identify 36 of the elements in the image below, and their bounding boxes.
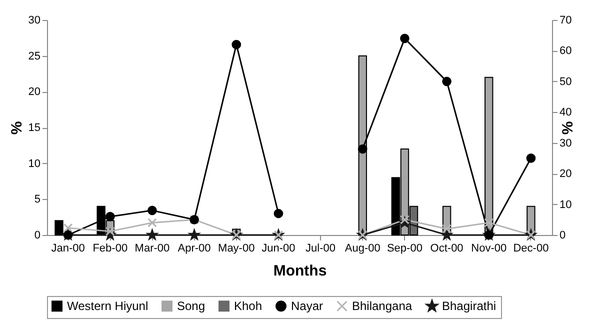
x-tick-label: Feb-00 — [92, 242, 128, 254]
y-tick-label: 10 — [28, 158, 40, 170]
y-axis-title: % — [8, 121, 26, 135]
legend-label: Bhagirathi — [442, 299, 496, 314]
y2-tick-label: 60 — [560, 45, 572, 58]
legend-label: Khoh — [234, 299, 262, 314]
y2-tick-label: 50 — [560, 76, 572, 88]
y-tick-label: 20 — [28, 86, 40, 98]
y-tick-label: 30 — [28, 14, 40, 26]
legend-label: Song — [177, 299, 206, 314]
y-tick-label: 0 — [34, 230, 40, 242]
y2-tick-label: 40 — [560, 106, 572, 119]
y2-axis-title: % — [560, 121, 577, 135]
y2-tick-label: 10 — [560, 198, 572, 211]
y2-tick-label: 20 — [560, 168, 572, 180]
x-tick-label: Dec-00 — [513, 242, 549, 254]
x-tick-label: Nov-00 — [471, 242, 507, 254]
x-tick-label: Sep-00 — [386, 242, 422, 254]
x-tick-label: Jun-00 — [262, 242, 296, 254]
y2-tick-label: 0 — [560, 230, 566, 242]
y2-tick-label: 70 — [560, 14, 572, 26]
y2-tick-label: 30 — [560, 137, 572, 150]
x-axis-title: Months — [273, 262, 327, 280]
x-tick-label: Jul-00 — [306, 242, 336, 254]
x-tick-label: Aug-00 — [344, 242, 380, 254]
x-tick-label: Mar-00 — [134, 242, 170, 254]
legend-label: Bhilangana — [352, 299, 412, 314]
y-tick-label: 15 — [28, 122, 40, 134]
y-tick-label: 5 — [34, 194, 40, 206]
x-tick-label: Jan-00 — [51, 242, 85, 254]
legend-label: Nayar — [291, 299, 324, 314]
y-tick-label: 25 — [28, 50, 40, 62]
x-tick-label: Oct-00 — [430, 242, 464, 254]
x-tick-label: May-00 — [218, 242, 255, 254]
legend-label: Western Hiyunl — [67, 299, 148, 314]
x-tick-label: Apr-00 — [178, 242, 211, 254]
